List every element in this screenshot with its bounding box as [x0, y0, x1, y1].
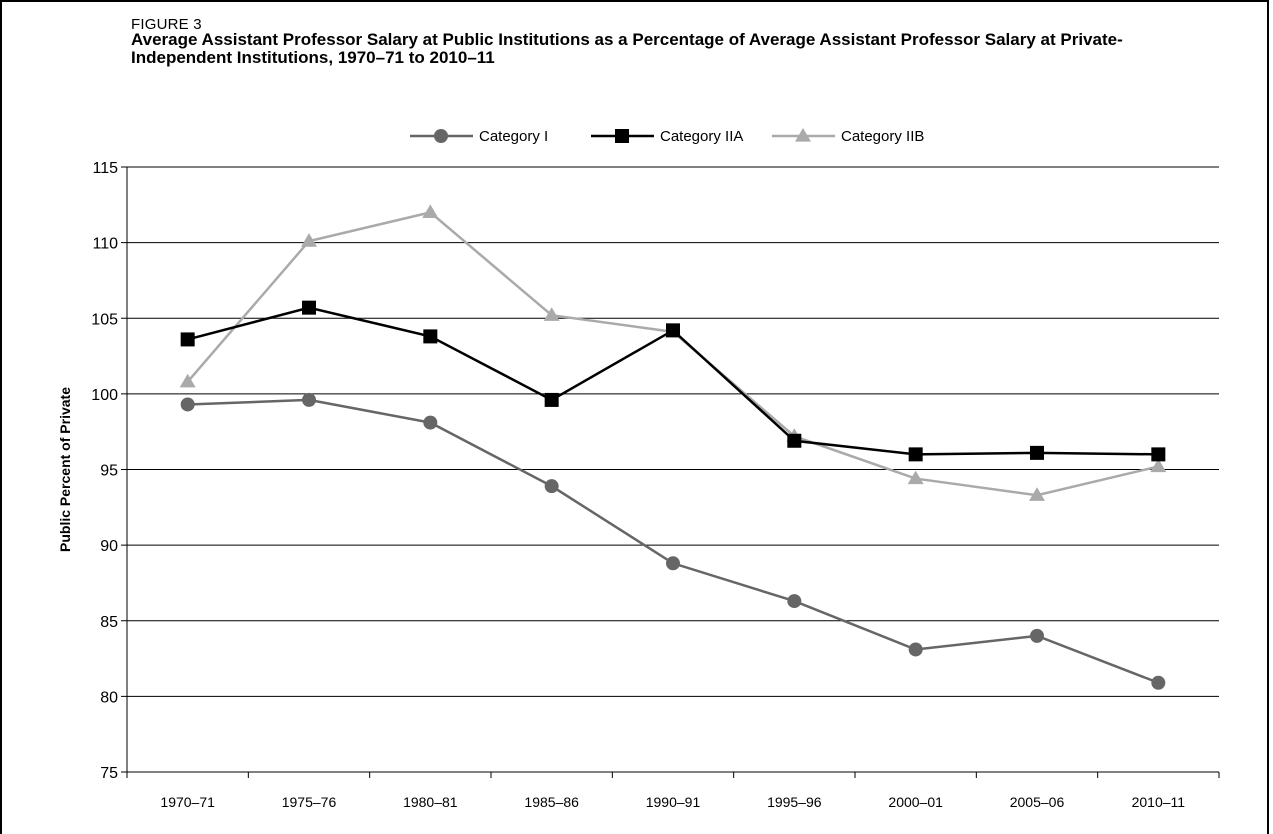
- x-tick-label: 2000–01: [888, 794, 943, 810]
- legend-label: Category I: [479, 128, 548, 145]
- y-tick-label: 115: [92, 160, 118, 177]
- series-category-iia: [180, 300, 1166, 462]
- legend-item: Category IIB: [772, 128, 924, 145]
- x-tick-label: 2005–06: [1010, 794, 1065, 810]
- data-point: [1151, 447, 1166, 462]
- data-point: [1150, 458, 1167, 473]
- y-tick-label: 110: [92, 236, 118, 253]
- data-point: [1029, 487, 1045, 501]
- series-category-i: [180, 392, 1166, 690]
- data-point: [180, 397, 195, 412]
- data-point: [908, 642, 923, 657]
- data-point: [179, 373, 196, 388]
- series-line: [187, 398, 1159, 684]
- data-point: [544, 392, 559, 407]
- legend-marker: [615, 129, 629, 143]
- y-tick-label: 80: [100, 689, 118, 706]
- x-tick-label: 1970–71: [160, 794, 215, 810]
- series-category-iib: [179, 204, 1167, 501]
- legend-marker: [434, 129, 448, 143]
- x-tick-label: 1975–76: [282, 794, 337, 810]
- figure-label: FIGURE 3: [131, 16, 202, 33]
- data-point: [423, 415, 438, 430]
- y-tick-label: 105: [91, 311, 118, 328]
- data-point: [180, 332, 195, 347]
- data-point: [302, 300, 316, 315]
- data-point: [422, 204, 439, 218]
- x-tick-label: 2010–11: [1132, 794, 1186, 810]
- x-tick-label: 1980–81: [403, 794, 458, 810]
- legend-label: Category IIA: [660, 128, 743, 145]
- data-point: [543, 307, 560, 321]
- legend-marker: [795, 128, 811, 142]
- data-point: [301, 233, 317, 247]
- data-point: [908, 447, 923, 462]
- y-axis-title: Public Percent of Private: [57, 387, 73, 552]
- data-point: [423, 329, 438, 344]
- legend-label: Category IIB: [841, 128, 924, 145]
- data-point: [544, 479, 559, 494]
- data-point: [1030, 445, 1044, 460]
- legend-item: Category I: [410, 128, 548, 145]
- y-tick-label: 100: [91, 387, 118, 404]
- data-point: [907, 470, 924, 485]
- y-tick-label: 95: [100, 463, 118, 480]
- x-tick-label: 1985–86: [524, 794, 579, 810]
- x-tick-label: 1995–96: [767, 794, 822, 810]
- y-tick-label: 90: [100, 538, 118, 555]
- data-point: [666, 556, 680, 571]
- data-point: [787, 594, 802, 609]
- y-tick-label: 85: [100, 614, 118, 631]
- data-point: [666, 323, 680, 338]
- data-point: [1151, 675, 1166, 690]
- data-point: [1030, 628, 1044, 643]
- y-tick-label: 75: [100, 765, 118, 782]
- data-point: [787, 433, 802, 448]
- legend-item: Category IIA: [591, 128, 743, 145]
- figure-title: Average Assistant Professor Salary at Pu…: [131, 30, 1123, 67]
- data-point: [302, 392, 316, 407]
- x-tick-label: 1990–91: [646, 794, 701, 810]
